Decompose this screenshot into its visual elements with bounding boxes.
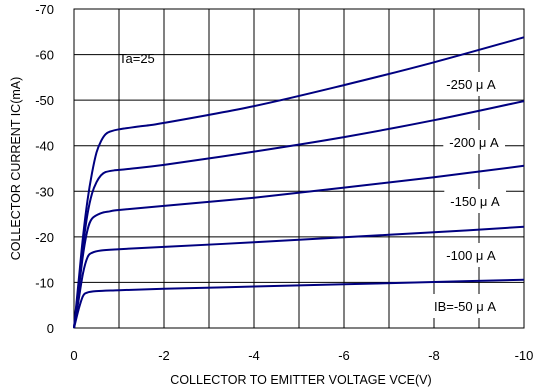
series-label-background — [444, 189, 507, 213]
x-tick-label: 0 — [70, 348, 77, 363]
series-label-background — [440, 72, 503, 96]
y-tick-labels: -70 -60 -50 -40 -30 -20 -10 0 — [35, 2, 54, 336]
y-tick-label: 0 — [47, 321, 54, 336]
series-label: -150 μ A — [450, 194, 500, 209]
y-tick-label: -40 — [35, 139, 54, 154]
y-tick-label: -60 — [35, 48, 54, 63]
x-tick-label: -2 — [158, 348, 170, 363]
temperature-annotation: Ta=25 — [119, 51, 155, 66]
series-label-background — [440, 243, 503, 267]
series-label: -100 μ A — [446, 248, 496, 263]
series-line — [73, 164, 525, 329]
plot-frame — [73, 8, 525, 329]
series-label: -200 μ A — [449, 135, 499, 150]
x-tick-labels: 0 -2 -4 -6 -8 -10 — [70, 348, 533, 363]
series-line — [73, 100, 525, 329]
series-label: IB=-50 μ A — [434, 299, 496, 314]
x-tick-label: -10 — [515, 348, 534, 363]
series-label-background — [427, 294, 503, 318]
y-tick-label: -70 — [35, 2, 54, 17]
series-label: -250 μ A — [446, 77, 496, 92]
y-axis-title: COLLECTOR CURRENT IC(mA) — [9, 77, 23, 261]
y-tick-label: -50 — [35, 93, 54, 108]
y-tick-label: -30 — [35, 184, 54, 199]
curves — [73, 36, 525, 329]
x-tick-label: -4 — [248, 348, 260, 363]
series-line — [73, 278, 525, 329]
label-boxes: IB=-50 μ A -100 μ A -150 μ A -200 μ A -250 μ… — [427, 72, 507, 318]
y-tick-label: -20 — [35, 230, 54, 245]
y-tick-label: -10 — [35, 275, 54, 290]
series-line — [73, 225, 525, 329]
x-axis-title: COLLECTOR TO EMITTER VOLTAGE VCE(V) — [170, 373, 431, 387]
series-line — [73, 36, 525, 329]
x-tick-label: -8 — [428, 348, 440, 363]
series-label-background — [443, 130, 506, 154]
x-tick-label: -6 — [338, 348, 350, 363]
